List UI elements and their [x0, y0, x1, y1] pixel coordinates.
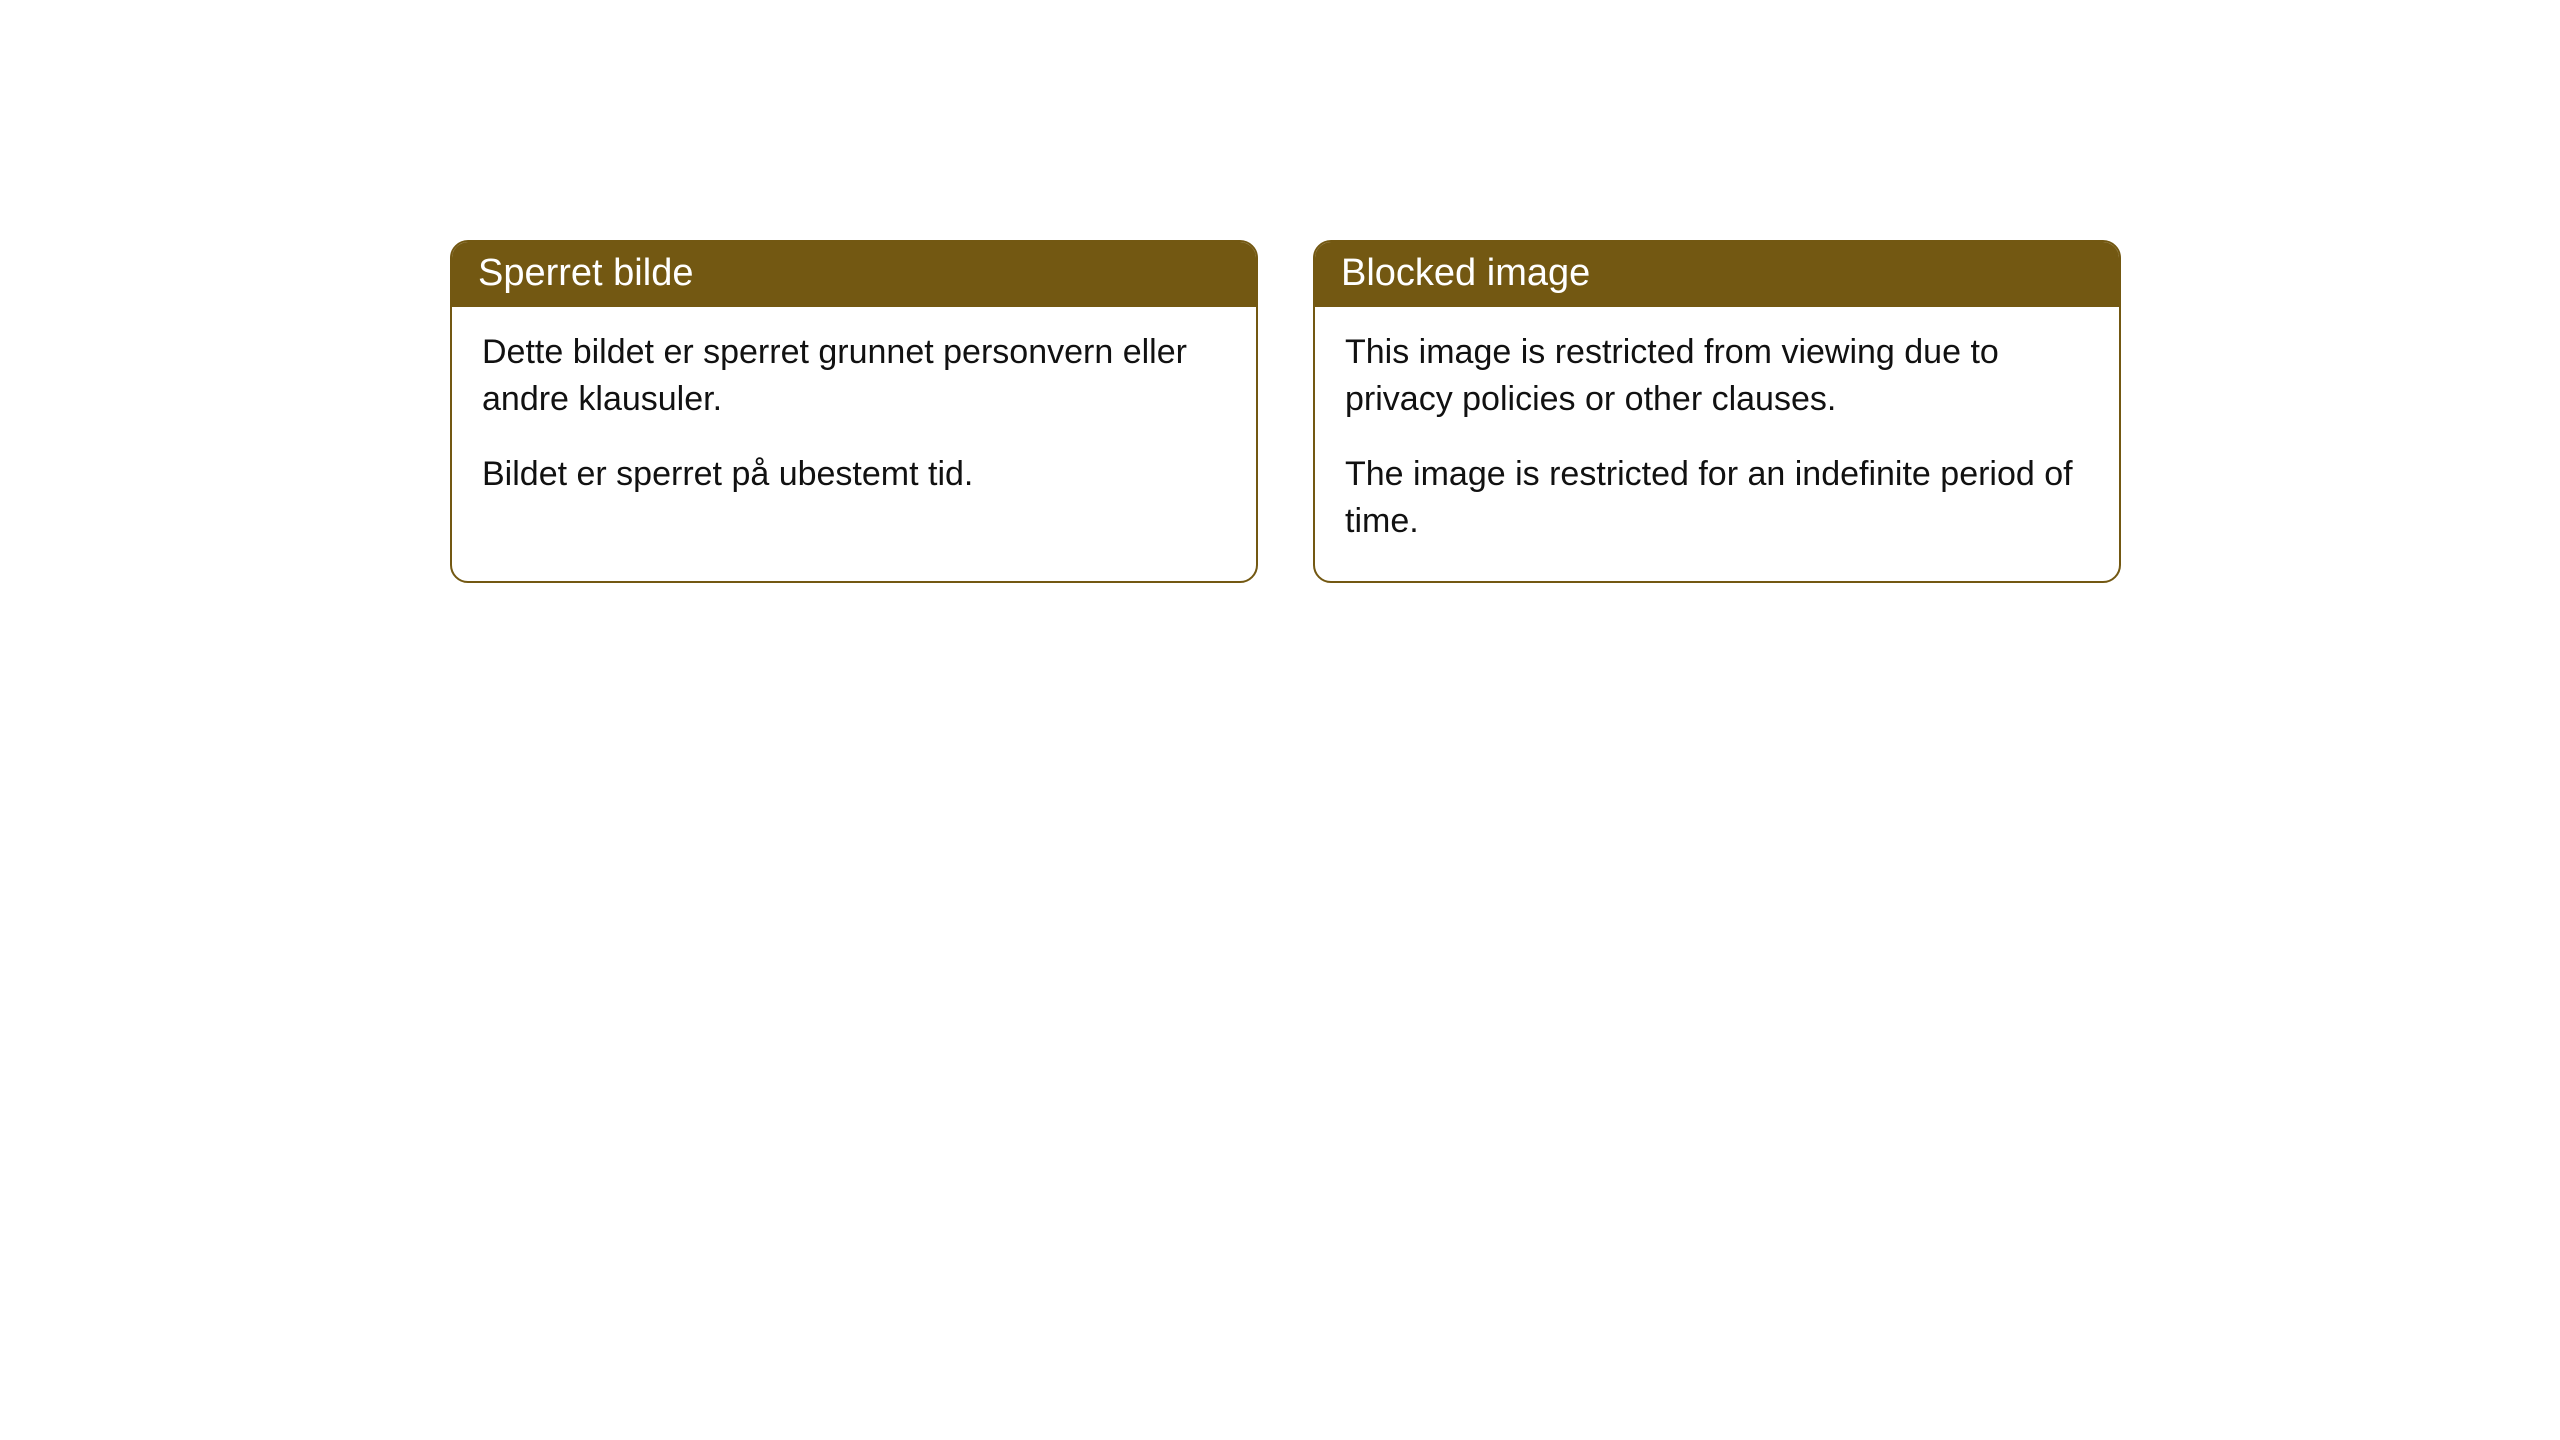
card-title: Blocked image	[1341, 252, 1590, 294]
card-paragraph: The image is restricted for an indefinit…	[1345, 451, 2089, 545]
card-body: Dette bildet er sperret grunnet personve…	[452, 307, 1256, 534]
card-paragraph: This image is restricted from viewing du…	[1345, 329, 2089, 423]
notice-cards-container: Sperret bilde Dette bildet er sperret gr…	[450, 240, 2121, 583]
card-paragraph: Bildet er sperret på ubestemt tid.	[482, 451, 1226, 498]
card-header: Blocked image	[1315, 242, 2119, 307]
card-title: Sperret bilde	[478, 252, 693, 294]
card-header: Sperret bilde	[452, 242, 1256, 307]
card-body: This image is restricted from viewing du…	[1315, 307, 2119, 581]
blocked-image-card-norwegian: Sperret bilde Dette bildet er sperret gr…	[450, 240, 1258, 583]
card-paragraph: Dette bildet er sperret grunnet personve…	[482, 329, 1226, 423]
blocked-image-card-english: Blocked image This image is restricted f…	[1313, 240, 2121, 583]
